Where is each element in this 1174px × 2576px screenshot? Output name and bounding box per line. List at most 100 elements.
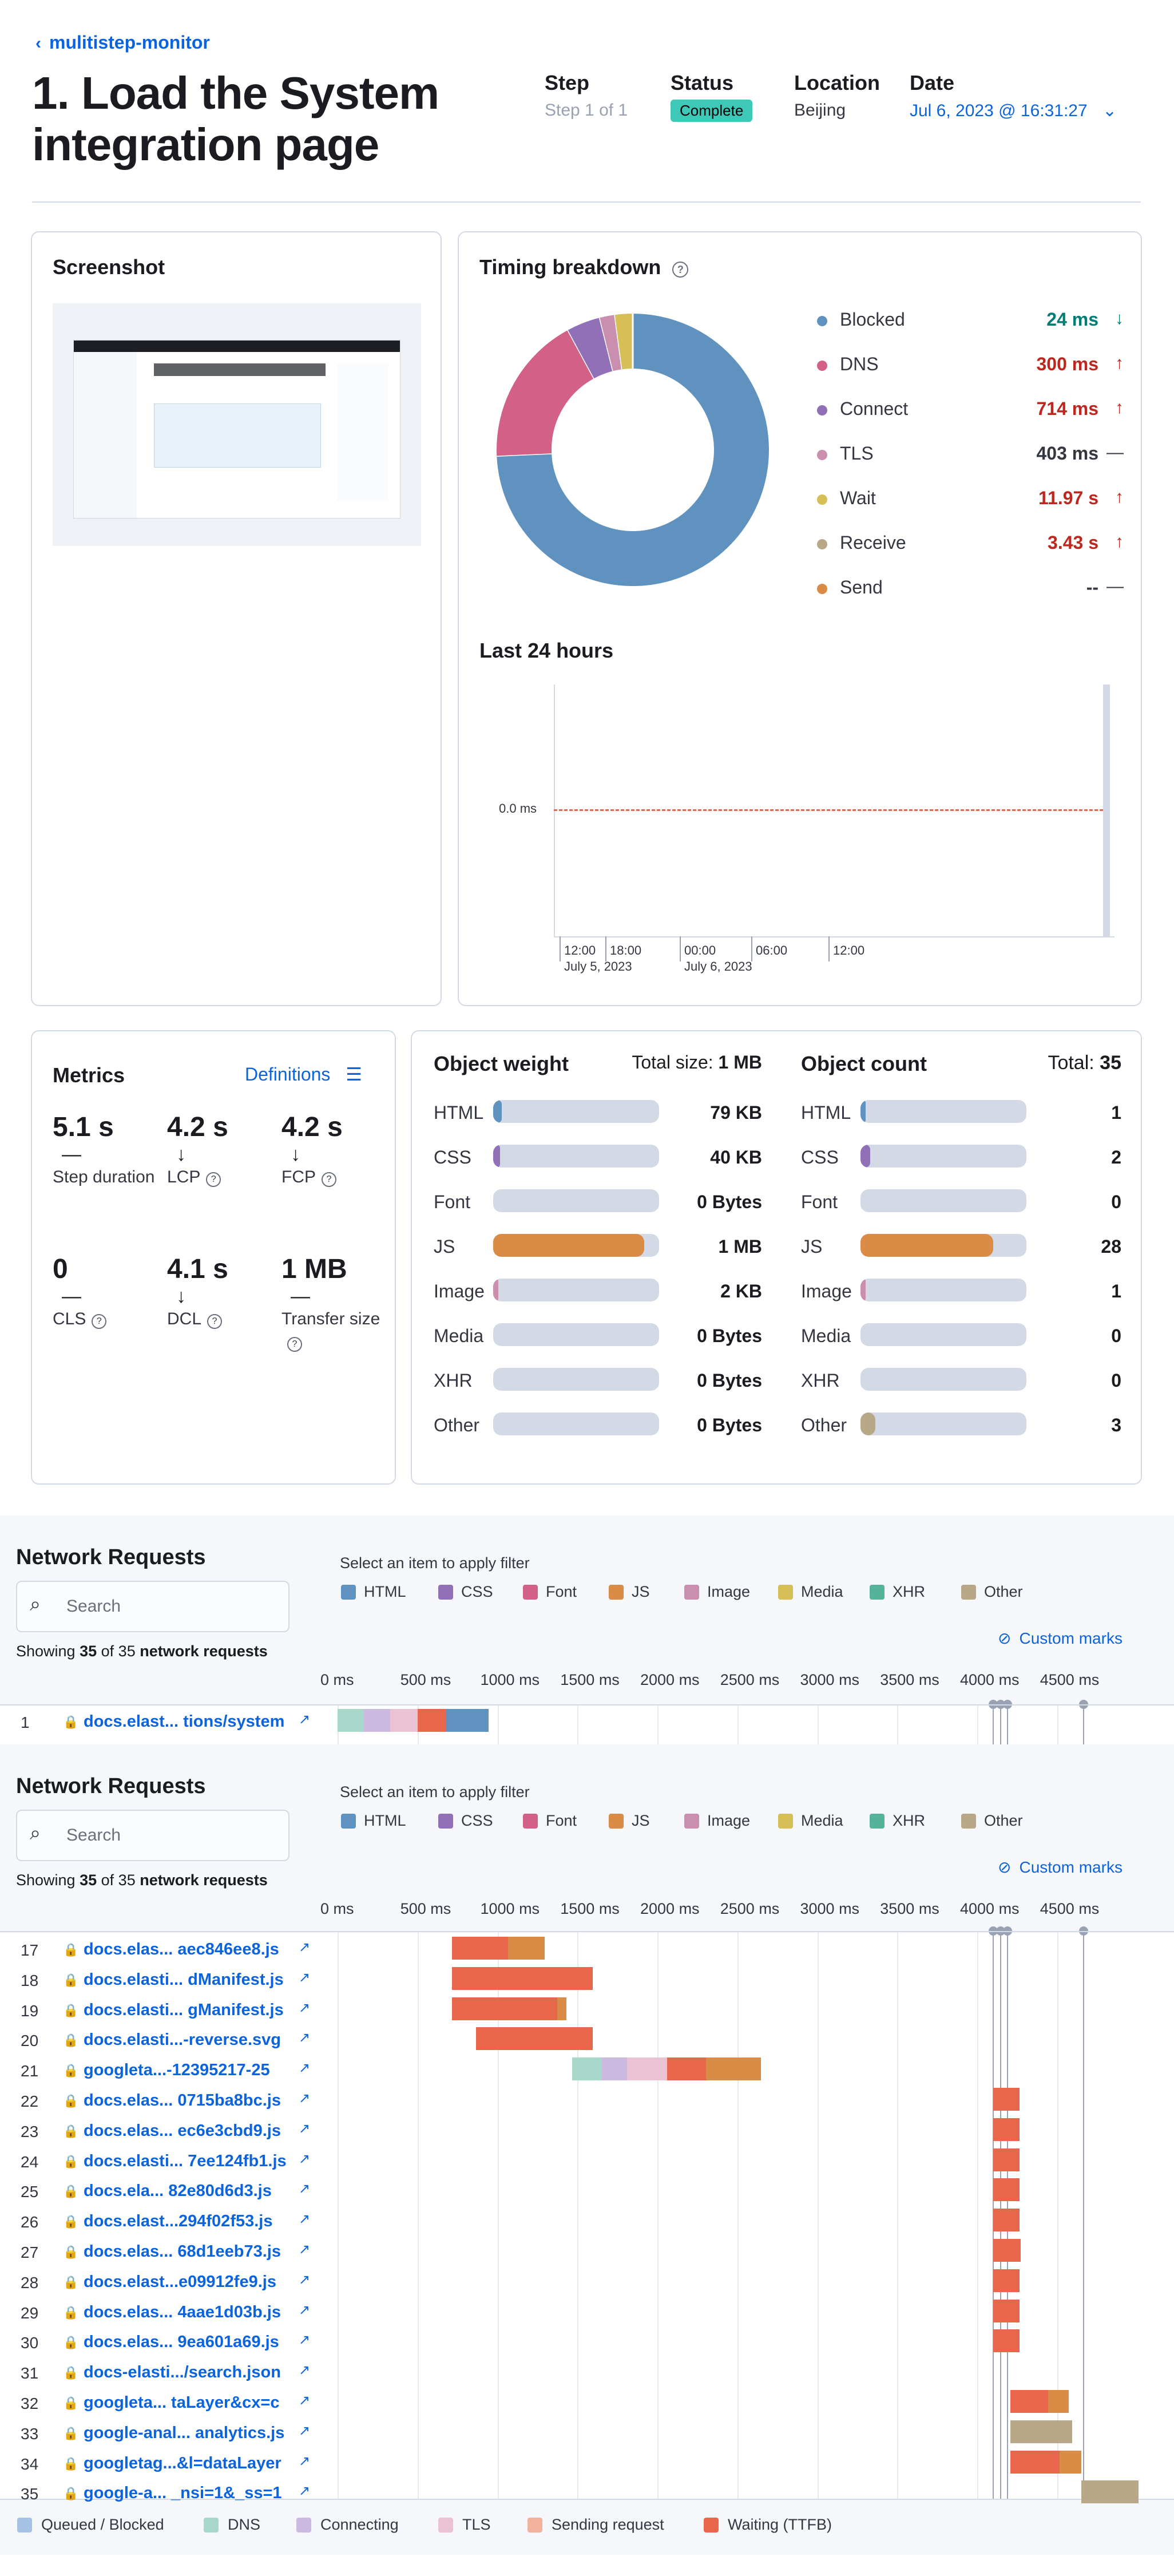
donut-slice-blocked[interactable] (497, 314, 769, 586)
filter-image[interactable]: Image (684, 1583, 750, 1601)
table-row[interactable]: 30 🔒 docs.elas... 9ea601a69.js ↗ (0, 2328, 1174, 2359)
table-row[interactable]: 22 🔒 docs.elas... 0715ba8bc.js ↗ (0, 2087, 1174, 2117)
request-link[interactable]: docs.elas... 68d1eeb73.js (84, 2242, 281, 2261)
filter-js[interactable]: JS (609, 1583, 650, 1601)
external-link-icon[interactable]: ↗ (299, 2453, 311, 2469)
external-link-icon[interactable]: ↗ (299, 1712, 311, 1727)
date-picker[interactable]: Jul 6, 2023 @ 16:31:27 ⌄ (910, 101, 1117, 121)
external-link-icon[interactable]: ↗ (299, 2030, 311, 2046)
external-link-icon[interactable]: ↗ (299, 1969, 311, 1985)
timing-legend-row-connect[interactable]: Connect 714 ms ↑ (817, 398, 1126, 424)
request-link[interactable]: docs.elast...e09912fe9.js (84, 2272, 276, 2291)
request-link[interactable]: docs.elas... aec846ee8.js (84, 1940, 279, 1958)
table-row[interactable]: 18 🔒 docs.elasti... dManifest.js ↗ (0, 1966, 1174, 1996)
definitions-link[interactable]: Definitions ☰ (245, 1063, 362, 1085)
external-link-icon[interactable]: ↗ (299, 2332, 311, 2348)
external-link-icon[interactable]: ↗ (299, 2091, 311, 2106)
table-row[interactable]: 1 🔒 docs.elast... tions/system ↗ (0, 1708, 1174, 1739)
filter-css[interactable]: CSS (438, 1812, 493, 1830)
filter-media[interactable]: Media (778, 1812, 843, 1830)
custom-marks-button-2[interactable]: ⊘ Custom marks (998, 1858, 1123, 1877)
filter-other[interactable]: Other (961, 1583, 1023, 1601)
donut-slice-tls[interactable] (600, 315, 622, 371)
request-link[interactable]: docs-elasti.../search.json (84, 2363, 281, 2382)
request-link[interactable]: docs.elas... ec6e3cbd9.js (84, 2121, 281, 2140)
table-row[interactable]: 31 🔒 docs-elasti.../search.json ↗ (0, 2359, 1174, 2389)
external-link-icon[interactable]: ↗ (299, 2302, 311, 2318)
request-link[interactable]: googletag...&l=dataLayer (84, 2454, 281, 2472)
external-link-icon[interactable]: ↗ (299, 2393, 311, 2408)
table-row[interactable]: 27 🔒 docs.elas... 68d1eeb73.js ↗ (0, 2238, 1174, 2268)
request-link[interactable]: docs.elasti... gManifest.js (84, 2000, 284, 2019)
filter-font[interactable]: Font (523, 1812, 577, 1830)
request-link[interactable]: docs.elas... 9ea601a69.js (84, 2333, 279, 2352)
search-input[interactable]: ⌕ Search (16, 1581, 289, 1632)
external-link-icon[interactable]: ↗ (299, 2483, 311, 2499)
breadcrumb[interactable]: ‹ mulitistep-monitor (35, 32, 210, 53)
filter-image[interactable]: Image (684, 1812, 750, 1830)
external-link-icon[interactable]: ↗ (299, 2000, 311, 2016)
request-link[interactable]: google-a... _nsi=1&_ss=1 (84, 2484, 282, 2503)
table-row[interactable]: 34 🔒 googletag...&l=dataLayer ↗ (0, 2450, 1174, 2480)
external-link-icon[interactable]: ↗ (299, 2363, 311, 2379)
table-row[interactable]: 28 🔒 docs.elast...e09912fe9.js ↗ (0, 2268, 1174, 2298)
request-link[interactable]: docs.ela... 82e80d6d3.js (84, 2182, 272, 2201)
request-link[interactable]: docs.elasti... dManifest.js (84, 1970, 284, 1989)
filter-media[interactable]: Media (778, 1583, 843, 1601)
timing-legend-row-receive[interactable]: Receive 3.43 s ↑ (817, 532, 1126, 557)
question-icon[interactable]: ? (206, 1172, 221, 1187)
external-link-icon[interactable]: ↗ (299, 2151, 311, 2167)
search-input-2[interactable]: ⌕ Search (16, 1810, 289, 1861)
table-row[interactable]: 35 🔒 google-a... _nsi=1&_ss=1 ↗ (0, 2479, 1174, 2510)
table-row[interactable]: 25 🔒 docs.ela... 82e80d6d3.js ↗ (0, 2177, 1174, 2207)
table-row[interactable]: 23 🔒 docs.elas... ec6e3cbd9.js ↗ (0, 2117, 1174, 2147)
question-icon[interactable]: ? (92, 1314, 107, 1329)
external-link-icon[interactable]: ↗ (299, 2120, 311, 2136)
timing-legend-row-blocked[interactable]: Blocked 24 ms ↓ (817, 309, 1126, 334)
request-link[interactable]: googleta...-12395217-25 (84, 2061, 270, 2080)
request-link[interactable]: docs.elas... 0715ba8bc.js (84, 2091, 281, 2110)
external-link-icon[interactable]: ↗ (299, 2242, 311, 2257)
table-row[interactable]: 21 🔒 googleta...-12395217-25 ↗ (0, 2056, 1174, 2087)
request-link[interactable]: googleta... taLayer&cx=c (84, 2393, 280, 2412)
table-row[interactable]: 17 🔒 docs.elas... aec846ee8.js ↗ (0, 1936, 1174, 1966)
filter-html[interactable]: HTML (341, 1583, 406, 1601)
timing-legend-row-wait[interactable]: Wait 11.97 s ↑ (817, 488, 1126, 513)
external-link-icon[interactable]: ↗ (299, 2211, 311, 2227)
question-icon[interactable]: ? (207, 1314, 223, 1329)
question-icon[interactable]: ? (672, 262, 689, 278)
request-link[interactable]: docs.elast...294f02f53.js (84, 2212, 273, 2231)
table-row[interactable]: 20 🔒 docs.elasti...-reverse.svg ↗ (0, 2026, 1174, 2056)
table-row[interactable]: 19 🔒 docs.elasti... gManifest.js ↗ (0, 1996, 1174, 2027)
external-link-icon[interactable]: ↗ (299, 1940, 311, 1955)
filter-xhr[interactable]: XHR (870, 1812, 925, 1830)
last24-brush[interactable] (1103, 684, 1110, 936)
question-icon[interactable]: ? (287, 1337, 302, 1352)
external-link-icon[interactable]: ↗ (299, 2060, 311, 2076)
donut-slice-dns[interactable] (497, 330, 595, 456)
external-link-icon[interactable]: ↗ (299, 2423, 311, 2439)
filter-js[interactable]: JS (609, 1812, 650, 1830)
table-row[interactable]: 24 🔒 docs.elasti... 7ee124fb1.js ↗ (0, 2147, 1174, 2178)
timing-legend-row-tls[interactable]: TLS 403 ms — (817, 443, 1126, 468)
table-row[interactable]: 32 🔒 googleta... taLayer&cx=c ↗ (0, 2389, 1174, 2419)
request-link[interactable]: docs.elast... tions/system (84, 1712, 285, 1731)
filter-font[interactable]: Font (523, 1583, 577, 1601)
donut-slice-connect[interactable] (568, 318, 614, 379)
timing-legend-row-send[interactable]: Send -- — (817, 577, 1126, 602)
external-link-icon[interactable]: ↗ (299, 2181, 311, 2197)
request-link[interactable]: docs.elas... 4aae1d03b.js (84, 2302, 281, 2321)
table-row[interactable]: 26 🔒 docs.elast...294f02f53.js ↗ (0, 2207, 1174, 2238)
table-row[interactable]: 33 🔒 google-anal... analytics.js ↗ (0, 2419, 1174, 2450)
request-link[interactable]: docs.elasti... 7ee124fb1.js (84, 2151, 287, 2170)
step-screenshot-thumbnail[interactable] (53, 303, 421, 546)
filter-html[interactable]: HTML (341, 1812, 406, 1830)
question-icon[interactable]: ? (322, 1172, 336, 1187)
request-link[interactable]: docs.elasti...-reverse.svg (84, 2031, 281, 2049)
filter-xhr[interactable]: XHR (870, 1583, 925, 1601)
external-link-icon[interactable]: ↗ (299, 2272, 311, 2288)
custom-marks-button[interactable]: ⊘ Custom marks (998, 1629, 1123, 1648)
timing-legend-row-dns[interactable]: DNS 300 ms ↑ (817, 354, 1126, 379)
donut-slice-wait[interactable] (614, 314, 633, 370)
filter-css[interactable]: CSS (438, 1583, 493, 1601)
